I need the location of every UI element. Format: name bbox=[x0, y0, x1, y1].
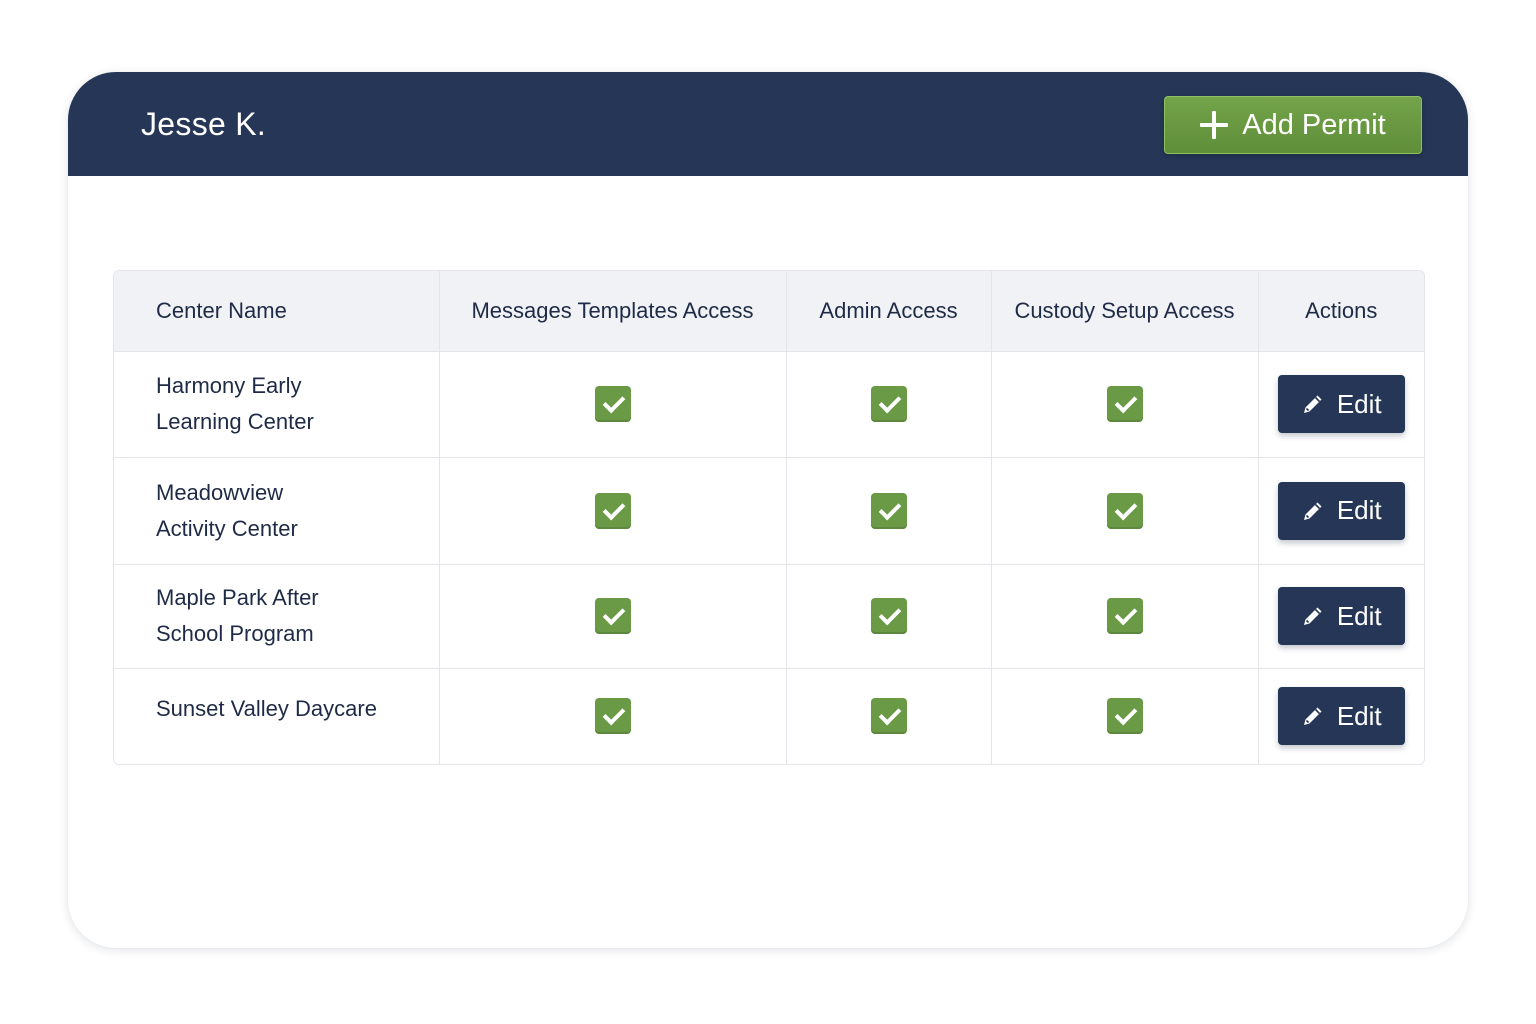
checkbox-checked-icon[interactable] bbox=[870, 698, 907, 735]
checkbox-checked-icon[interactable] bbox=[1106, 698, 1143, 735]
plus-icon bbox=[1200, 111, 1229, 139]
user-name-title: Jesse K. bbox=[141, 106, 267, 142]
center-name-line: Maple Park After bbox=[156, 585, 319, 610]
messages-templates-access-cell bbox=[439, 668, 787, 764]
actions-cell: Edit bbox=[1258, 351, 1424, 458]
column-header-messages-templates-access: Messages Templates Access bbox=[439, 271, 787, 352]
edit-button-label: Edit bbox=[1336, 388, 1382, 419]
edit-button[interactable]: Edit bbox=[1277, 587, 1405, 645]
checkbox-checked-icon[interactable] bbox=[1106, 492, 1143, 529]
edit-button-label: Edit bbox=[1336, 700, 1382, 731]
column-header-center-name: Center Name bbox=[114, 271, 440, 352]
card-header: Jesse K. Add Permit bbox=[68, 72, 1468, 176]
messages-templates-access-cell bbox=[439, 457, 787, 565]
messages-templates-access-cell bbox=[439, 564, 787, 669]
table-header-row: Center Name Messages Templates Access Ad… bbox=[114, 271, 1424, 352]
custody-setup-access-cell bbox=[991, 457, 1259, 565]
add-permit-button[interactable]: Add Permit bbox=[1164, 96, 1422, 154]
checkbox-checked-icon[interactable] bbox=[1106, 386, 1143, 422]
custody-setup-access-cell bbox=[991, 564, 1259, 669]
center-name-line: School Program bbox=[156, 621, 314, 646]
edit-button-label: Edit bbox=[1336, 495, 1382, 525]
actions-cell: Edit bbox=[1258, 668, 1424, 764]
edit-button[interactable]: Edit bbox=[1277, 481, 1405, 540]
pencil-icon bbox=[1303, 502, 1322, 520]
table-row: Meadowview Activity Center Edit bbox=[114, 457, 1424, 565]
center-name-cell: Sunset Valley Daycare bbox=[114, 668, 440, 764]
edit-button[interactable]: Edit bbox=[1277, 375, 1405, 433]
actions-cell: Edit bbox=[1258, 457, 1424, 565]
table-row: Maple Park After School Program Edit bbox=[114, 564, 1424, 669]
center-name-line: Activity Center bbox=[156, 515, 298, 541]
permits-table: Center Name Messages Templates Access Ad… bbox=[113, 270, 1425, 765]
pencil-icon bbox=[1303, 607, 1322, 625]
pencil-icon bbox=[1303, 395, 1322, 413]
actions-cell: Edit bbox=[1258, 564, 1424, 669]
messages-templates-access-cell bbox=[439, 351, 787, 458]
checkbox-checked-icon[interactable] bbox=[870, 386, 907, 422]
admin-access-cell bbox=[786, 668, 992, 764]
add-permit-label: Add Permit bbox=[1242, 108, 1386, 141]
edit-button-label: Edit bbox=[1336, 600, 1382, 631]
checkbox-checked-icon[interactable] bbox=[594, 698, 631, 735]
admin-access-cell bbox=[786, 564, 992, 669]
custody-setup-access-cell bbox=[991, 668, 1259, 764]
center-name-line: Meadowview bbox=[156, 479, 284, 505]
checkbox-checked-icon[interactable] bbox=[594, 598, 631, 634]
admin-access-cell bbox=[786, 457, 992, 565]
edit-button[interactable]: Edit bbox=[1277, 687, 1405, 746]
checkbox-checked-icon[interactable] bbox=[594, 386, 631, 422]
admin-access-cell bbox=[786, 351, 992, 458]
checkbox-checked-icon[interactable] bbox=[870, 492, 907, 529]
pencil-icon bbox=[1303, 707, 1322, 726]
center-name-cell: Meadowview Activity Center bbox=[114, 457, 440, 565]
table-row: Sunset Valley Daycare Edit bbox=[114, 668, 1424, 764]
custody-setup-access-cell bbox=[991, 351, 1259, 458]
checkbox-checked-icon[interactable] bbox=[870, 598, 907, 634]
center-name-line: Sunset Valley Daycare bbox=[156, 695, 377, 721]
column-header-actions: Actions bbox=[1258, 271, 1424, 352]
column-header-admin-access: Admin Access bbox=[786, 271, 992, 352]
checkbox-checked-icon[interactable] bbox=[1106, 598, 1143, 634]
center-name-cell: Maple Park After School Program bbox=[114, 564, 440, 669]
checkbox-checked-icon[interactable] bbox=[594, 492, 631, 529]
column-header-custody-setup-access: Custody Setup Access bbox=[991, 271, 1259, 352]
center-name-line: Learning Center bbox=[156, 409, 314, 434]
table-row: Harmony Early Learning Center Edit bbox=[114, 351, 1424, 458]
center-name-line: Harmony Early bbox=[156, 373, 302, 398]
permits-card: Jesse K. Add Permit Center Name Messages… bbox=[68, 72, 1468, 948]
center-name-cell: Harmony Early Learning Center bbox=[114, 351, 440, 458]
